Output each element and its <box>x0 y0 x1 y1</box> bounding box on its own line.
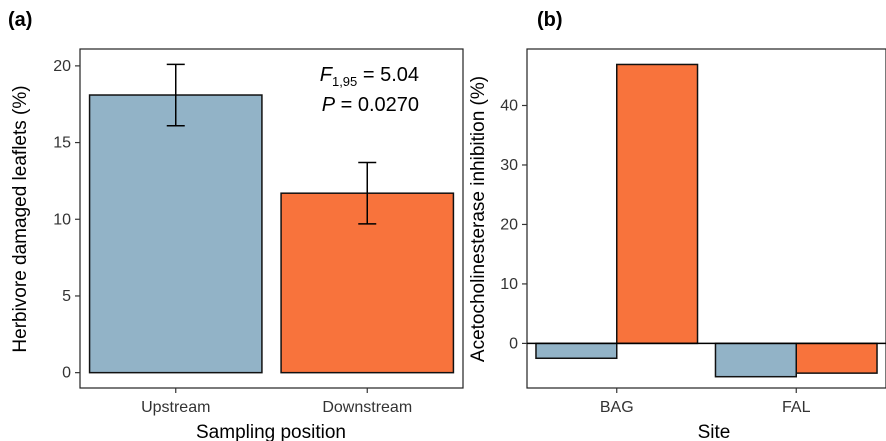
y-tick-label: 20 <box>53 58 71 75</box>
panel-a-label: (a) <box>8 9 32 31</box>
panel-a-y-axis-title: Herbivore damaged leaflets (%) <box>10 85 31 352</box>
f-value: = 5.04 <box>357 64 419 86</box>
panel-b-x-axis-title: Site <box>698 422 731 441</box>
bar-bag-series-2 <box>616 63 699 345</box>
y-tick-label: 5 <box>62 288 71 305</box>
panel-a-bars <box>88 94 455 374</box>
x-tick-label: Downstream <box>322 399 412 416</box>
y-tick-label: 30 <box>500 157 518 174</box>
panel-b-y-axis: 0 10 20 30 40 <box>500 98 527 352</box>
panel-a-error-bars <box>166 63 377 225</box>
p-value: = 0.0270 <box>335 94 419 116</box>
f-subscript: 1,95 <box>332 74 357 89</box>
panel-a-f-statistic: F1,95 = 5.04 <box>320 64 419 89</box>
x-tick-label: Upstream <box>141 399 210 416</box>
panel-a-x-axis: Upstream Downstream <box>141 388 412 416</box>
p-symbol: P <box>322 94 336 116</box>
panel-a: (a) 0 5 10 15 20 Upstream Downstream Herbivor… <box>8 9 464 441</box>
y-tick-label: 0 <box>509 335 518 352</box>
bar-upstream <box>88 94 263 374</box>
bar-bag-series-1 <box>535 342 618 360</box>
f-symbol: F <box>320 64 334 86</box>
panel-b-y-axis-title: Acetocholinesterase inhibition (%) <box>468 76 489 362</box>
panel-b: (b) 0 10 20 30 40 BAG FAL Acetocholinesterase… <box>468 9 886 441</box>
panel-b-plot-border <box>526 48 886 389</box>
panel-b-x-axis: BAG FAL <box>600 388 811 416</box>
panel-a-p-value: P = 0.0270 <box>322 94 419 116</box>
error-bar-upstream <box>166 63 185 127</box>
y-tick-label: 10 <box>500 276 518 293</box>
panel-b-bars <box>535 63 878 378</box>
y-tick-label: 10 <box>53 211 71 228</box>
y-tick-label: 20 <box>500 216 518 233</box>
y-tick-label: 0 <box>62 365 71 382</box>
y-tick-label: 40 <box>500 98 518 115</box>
error-bar-downstream <box>358 161 377 225</box>
bar-fal-series-1 <box>714 342 797 378</box>
bar-fal-series-2 <box>795 342 878 374</box>
x-tick-label: BAG <box>600 399 634 416</box>
x-tick-label: FAL <box>782 399 811 416</box>
panel-a-x-axis-title: Sampling position <box>196 422 346 441</box>
y-tick-label: 15 <box>53 135 71 152</box>
panel-a-y-axis: 0 5 10 15 20 <box>53 58 80 382</box>
panel-a-plot-border <box>79 48 464 389</box>
panel-b-label: (b) <box>537 9 563 31</box>
